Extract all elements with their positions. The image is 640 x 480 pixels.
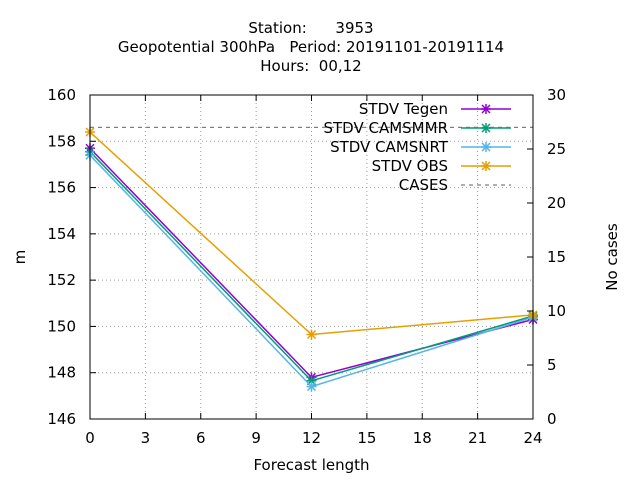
x-tick-label: 3 <box>141 429 151 447</box>
series-1 <box>85 146 538 386</box>
title-line: Station: 3953 <box>248 19 373 37</box>
legend-label: CASES <box>399 176 448 194</box>
title-line: Geopotential 300hPa Period: 20191101-201… <box>118 38 504 56</box>
x-tick-label: 21 <box>468 429 487 447</box>
y2-axis-label: No cases <box>603 223 621 291</box>
x-tick-label: 6 <box>196 429 206 447</box>
y2-tick-label: 0 <box>547 410 557 428</box>
y-tick-label: 156 <box>47 179 76 197</box>
grid <box>90 95 533 419</box>
legend-label: STDV Tegen <box>359 100 448 118</box>
y-tick-label: 154 <box>47 225 76 243</box>
y-tick-label: 150 <box>47 317 76 335</box>
x-tick-label: 15 <box>357 429 376 447</box>
y-axis-label: m <box>11 250 29 265</box>
y2-tick-label: 30 <box>547 86 566 104</box>
legend-label: STDV CAMSNRT <box>330 138 449 156</box>
y-tick-label: 148 <box>47 364 76 382</box>
title-line: Hours: 00,12 <box>260 57 361 75</box>
y2-tick-label: 20 <box>547 194 566 212</box>
series-line <box>89 131 534 336</box>
y2-tick-label: 15 <box>547 248 566 266</box>
legend-label: STDV CAMSMMR <box>323 119 448 137</box>
legend-label: STDV OBS <box>372 157 448 175</box>
y-tick-label: 158 <box>47 132 76 150</box>
x-tick-label: 24 <box>523 429 542 447</box>
y2-tick-label: 10 <box>547 302 566 320</box>
y2-tick-label: 5 <box>547 356 557 374</box>
x-tick-label: 0 <box>85 429 95 447</box>
x-tick-label: 9 <box>251 429 261 447</box>
x-axis-label: Forecast length <box>253 456 369 474</box>
series-line <box>89 151 534 382</box>
y2-tick-label: 25 <box>547 140 566 158</box>
axis-ticks: 0 3 6 9 12 15 18 21 24 146 148 150 152 154 156 158 160 0 5… <box>47 86 566 447</box>
y-tick-label: 152 <box>47 271 76 289</box>
x-tick-label: 18 <box>413 429 432 447</box>
series-line <box>89 147 534 379</box>
y-tick-label: 146 <box>47 410 76 428</box>
x-tick-label: 12 <box>302 429 321 447</box>
y-tick-label: 160 <box>47 86 76 104</box>
